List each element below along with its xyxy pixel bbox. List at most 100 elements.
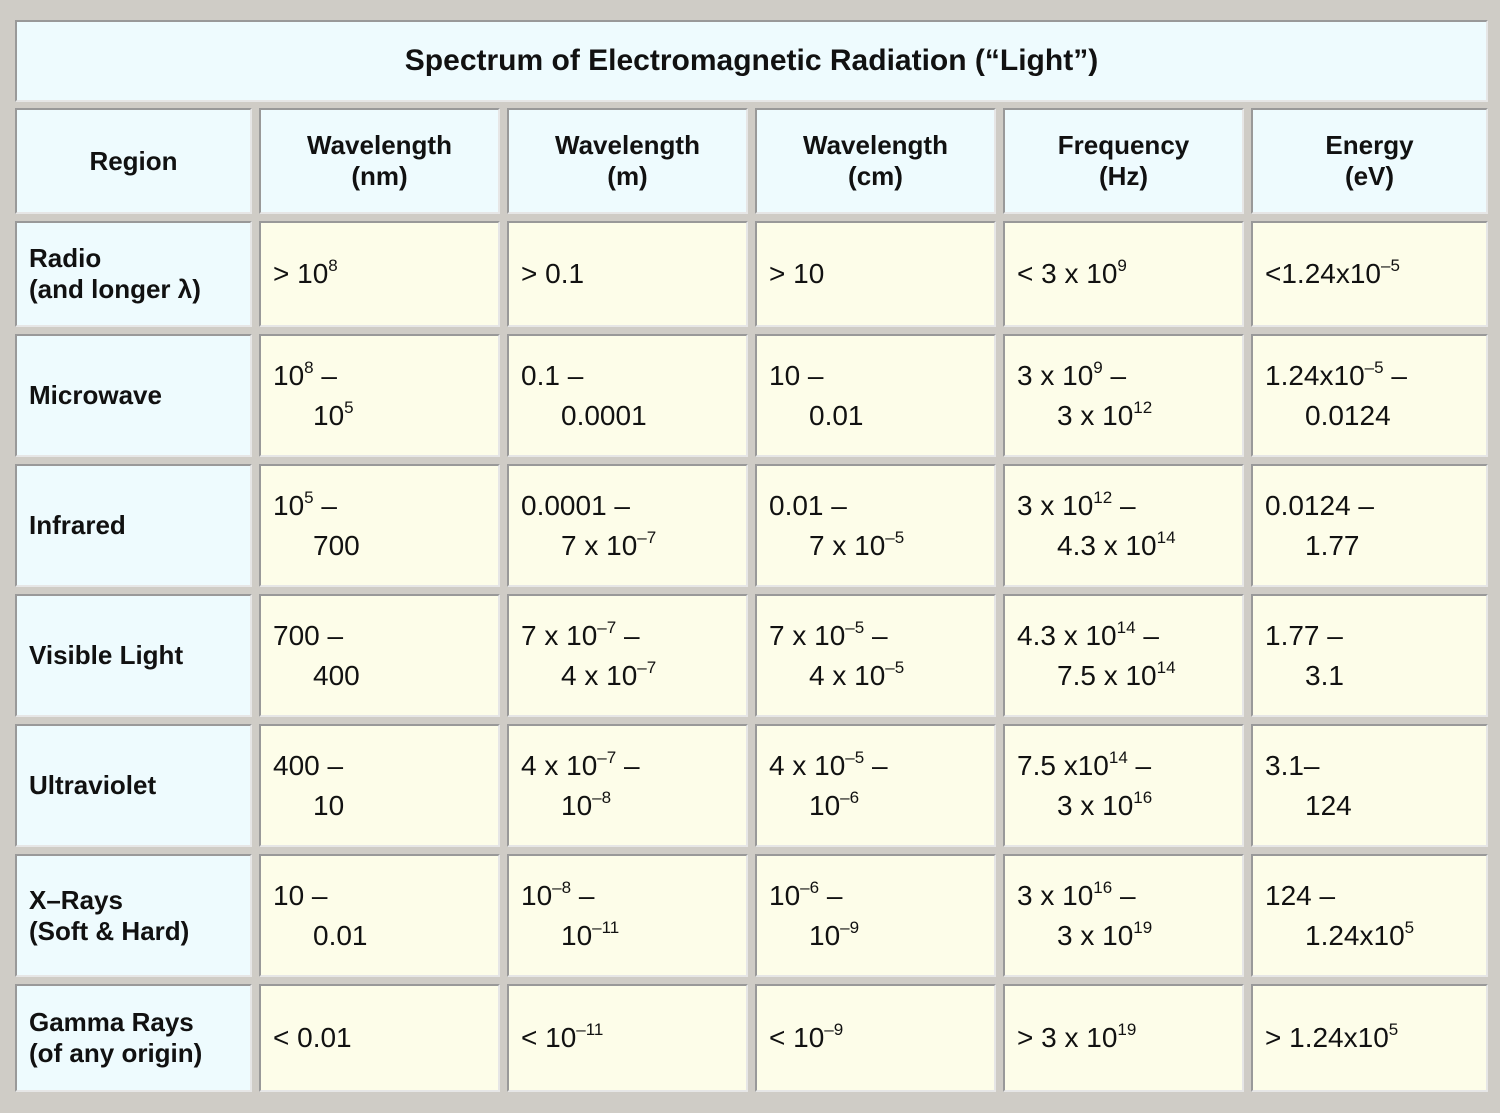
cell-line: 3 x 1016 [1017,786,1242,826]
data-cell: 0.01 – 7 x 10–5 [755,464,996,587]
header-line: (nm) [351,161,408,191]
exponent: 12 [1133,397,1153,417]
exponent: –11 [592,917,620,937]
exponent: 14 [1116,617,1136,637]
region-cell: Visible Light [15,594,252,717]
cell-text: – [313,359,337,391]
cell-line: 3.1 [1265,656,1486,696]
cell-line: 1.24x105 [1265,916,1486,956]
data-cell: <1.24x10–5 [1251,221,1488,327]
region-cell: Microwave [15,334,252,457]
cell-line: 7 x 10–5 – [769,616,994,656]
exponent: –11 [576,1020,604,1039]
data-cell: 10 – 0.01 [259,854,500,977]
cell-text: 4 x 10 [521,749,598,781]
exponent: –6 [800,877,820,897]
cell-text: 7 x 10 [769,619,846,651]
exponent: 9 [1093,357,1103,377]
cell-text: < 0.01 [273,1022,352,1053]
cell-text: 4 x 10 [561,659,638,691]
exponent: 9 [1117,256,1127,275]
exponent: –9 [824,1020,844,1039]
cell-line: 0.0124 – [1265,486,1486,526]
cell-text: 10 [273,359,305,391]
cell-text: 700 – [273,619,344,651]
header-line: Region [89,145,178,176]
header-line: (Hz) [1098,161,1149,191]
cell-text: – [1112,879,1136,911]
cell-line: 7 x 10–7 [521,526,746,566]
exponent: –7 [637,657,657,677]
exponent: 12 [1093,487,1113,507]
cell-line: 0.0001 – [521,486,746,526]
cell-text: 1.24x10 [1265,359,1365,391]
cell-text: 10 [809,789,841,821]
cell-text: – [864,749,888,781]
cell-text: 3 x 10 [1057,919,1134,951]
exponent: –7 [637,527,657,547]
cell-text: 4 x 10 [769,749,846,781]
cell-text: – [571,879,595,911]
exponent: 19 [1117,1020,1137,1039]
cell-text: 3 x 10 [1057,399,1134,431]
cell-line: 1.77 – [1265,616,1486,656]
cell-line: 3 x 1012 – [1017,486,1242,526]
cell-text: 400 [313,659,360,691]
cell-text: 4.3 x 10 [1017,619,1117,651]
exponent: –7 [597,617,617,637]
cell-text: > 0.1 [521,258,585,289]
cell-line: < 10–11 [521,1018,746,1058]
table-title: Spectrum of Electromagnetic Radiation (“… [15,20,1488,102]
data-cell: 10 – 0.01 [755,334,996,457]
data-cell: 7 x 10–7 –4 x 10–7 [507,594,748,717]
cell-line: 10–9 [769,916,994,956]
cell-line: 0.0001 [521,396,746,436]
exponent: 14 [1156,527,1176,547]
cell-text: 7.5 x 10 [1057,659,1157,691]
header-cell: Frequency (Hz) [1003,108,1244,214]
cell-text: 7.5 x10 [1017,749,1109,781]
cell-line: 10–8 – [521,876,746,916]
cell-text: – [1102,359,1127,391]
cell-text: 1.77 [1305,529,1360,561]
data-cell: > 108 [259,221,500,327]
exponent: –5 [885,527,905,547]
cell-line: 4.3 x 1014 [1017,526,1242,566]
data-cell: > 10 [755,221,996,327]
exponent: 5 [344,397,354,417]
cell-text: 0.0001 [561,399,647,431]
cell-line: 124 – [1265,876,1486,916]
cell-line: 108 – [273,356,498,396]
cell-text: – [1135,619,1159,651]
cell-line: 0.01 – [769,486,994,526]
cell-line: 3 x 1019 [1017,916,1242,956]
cell-text: 10 [561,789,593,821]
cell-text: 7 x 10 [521,619,598,651]
cell-line: 700 [273,526,498,566]
cell-line: 0.01 [273,916,498,956]
cell-text: 10 [273,489,305,521]
exponent: 8 [304,357,314,377]
exponent: –7 [597,747,617,767]
exponent: 5 [1388,1020,1399,1039]
region-line: (Soft & Hard) [29,915,190,946]
cell-line: 4.3 x 1014 – [1017,616,1242,656]
data-cell: 3 x 109 –3 x 1012 [1003,334,1244,457]
exponent: –9 [840,917,860,937]
cell-text: 4.3 x 10 [1057,529,1157,561]
cell-line: 3 x 109 – [1017,356,1242,396]
exponent: –8 [592,787,612,807]
cell-text: > 3 x 10 [1017,1022,1118,1053]
header-line: Wavelength [555,130,700,160]
exponent: –6 [840,787,860,807]
exponent: 16 [1093,877,1113,897]
data-cell: 700 – 400 [259,594,500,717]
data-cell: > 3 x 1019 [1003,984,1244,1092]
cell-text: 0.1 – [521,359,584,391]
cell-text: – [1127,749,1152,781]
cell-text: 10 [769,879,801,911]
exponent: –5 [845,747,865,767]
cell-line: 7.5 x1014 – [1017,746,1242,786]
